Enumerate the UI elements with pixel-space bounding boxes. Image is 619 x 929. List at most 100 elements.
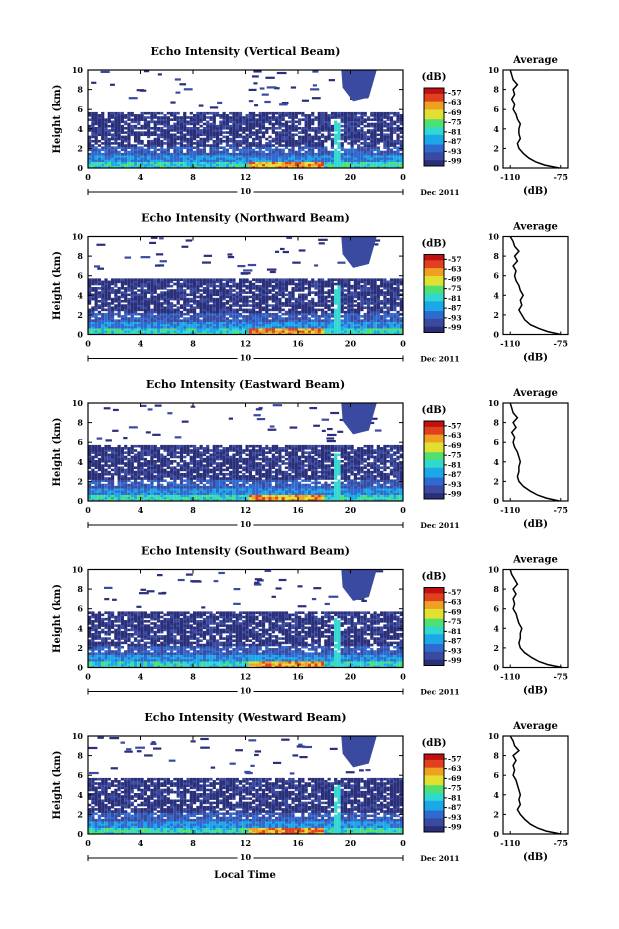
heatmap-cell bbox=[304, 498, 308, 502]
heatmap-cell bbox=[163, 293, 167, 297]
heatmap-cell bbox=[245, 159, 249, 162]
heatmap-cell bbox=[193, 295, 197, 299]
heatmap-cell bbox=[107, 146, 111, 149]
heatmap-cell bbox=[199, 321, 203, 325]
heatmap-cell bbox=[337, 135, 341, 139]
heatmap-cell bbox=[294, 496, 298, 500]
heatmap-cell bbox=[373, 287, 377, 290]
heatmap-cell bbox=[133, 116, 138, 119]
heatmap-cell bbox=[314, 142, 318, 145]
heatmap-cell bbox=[88, 282, 92, 286]
heatmap-cell bbox=[153, 291, 157, 294]
heatmap-cell bbox=[317, 327, 321, 331]
heatmap-cell bbox=[91, 321, 95, 325]
heatmap-cell bbox=[104, 287, 108, 290]
heatmap-cell bbox=[97, 332, 102, 335]
heatmap-cell bbox=[156, 163, 161, 167]
heatmap-cell bbox=[265, 291, 269, 294]
heatmap-cell bbox=[317, 129, 321, 132]
heatmap-cell bbox=[229, 146, 233, 149]
heatmap-cell bbox=[156, 278, 161, 281]
heatmap-cell bbox=[380, 291, 384, 294]
heatmap-cell bbox=[130, 332, 134, 335]
heatmap-cell bbox=[311, 494, 315, 498]
heatmap-cell bbox=[291, 148, 295, 152]
heatmap-cell bbox=[199, 139, 203, 143]
heatmap-cell bbox=[307, 312, 312, 316]
heatmap-cell bbox=[278, 293, 282, 297]
heatmap-cell bbox=[235, 114, 239, 117]
heatmap-cell bbox=[393, 498, 397, 502]
heatmap-cell bbox=[366, 124, 371, 128]
heatmap-cell bbox=[199, 150, 203, 154]
heatmap-cell bbox=[314, 317, 318, 320]
heatmap-cell bbox=[252, 122, 256, 126]
heatmap-cell bbox=[248, 129, 252, 132]
heatmap-cell bbox=[366, 315, 371, 318]
heatmap-cell bbox=[311, 319, 315, 322]
heatmap-cell bbox=[173, 137, 177, 141]
colorbar-segment bbox=[424, 101, 444, 105]
heatmap-cell bbox=[343, 319, 348, 322]
heatmap-cell bbox=[199, 306, 203, 310]
heatmap-cell bbox=[311, 129, 315, 132]
heatmap-cell bbox=[173, 327, 177, 331]
heatmap-cell bbox=[268, 142, 272, 145]
heatmap-cell bbox=[327, 280, 331, 284]
heatmap-cell bbox=[238, 295, 243, 299]
heatmap-cell bbox=[353, 310, 357, 314]
heatmap-cell bbox=[97, 278, 102, 281]
heatmap-cell bbox=[189, 280, 193, 284]
heatmap-cell bbox=[176, 161, 180, 165]
heatmap-cell bbox=[130, 289, 134, 292]
heatmap-cell bbox=[120, 306, 125, 310]
heatmap-cell bbox=[353, 118, 357, 121]
heatmap-cell bbox=[350, 163, 354, 167]
heatmap-cell bbox=[284, 131, 289, 134]
heatmap-cell bbox=[271, 304, 275, 307]
heatmap-cell bbox=[153, 142, 157, 145]
heatmap-cell bbox=[107, 302, 111, 305]
heatmap-cell bbox=[127, 146, 131, 149]
heatmap-cell bbox=[340, 325, 344, 329]
heatmap-cell bbox=[350, 319, 354, 322]
heatmap-cell bbox=[281, 118, 285, 121]
heatmap-cell bbox=[88, 496, 92, 500]
heatmap-cell bbox=[225, 131, 230, 134]
heatmap-cell bbox=[120, 120, 125, 124]
heatmap-cell bbox=[389, 135, 394, 139]
heatmap-cell bbox=[252, 496, 256, 500]
heatmap-cell bbox=[363, 163, 367, 167]
heatmap-cell bbox=[334, 129, 338, 132]
heatmap-cell bbox=[97, 280, 102, 284]
heatmap-cell bbox=[340, 146, 344, 149]
heatmap-cell bbox=[189, 332, 193, 335]
heatmap-cell bbox=[255, 295, 259, 299]
heatmap-cell bbox=[334, 319, 338, 322]
heatmap-cell bbox=[166, 116, 170, 119]
heatmap-cell bbox=[396, 498, 400, 502]
heatmap-cell bbox=[242, 116, 246, 119]
heatmap-cell bbox=[350, 310, 354, 314]
heatmap-cell bbox=[133, 327, 138, 331]
heatmap-cell bbox=[281, 282, 285, 286]
heatmap-cell bbox=[373, 304, 377, 307]
colorbar-segment bbox=[424, 125, 444, 128]
heatmap-cell bbox=[183, 312, 187, 316]
heatmap-cell bbox=[147, 304, 151, 307]
heatmap-cell bbox=[107, 323, 111, 327]
heatmap-cell bbox=[238, 280, 243, 284]
heatmap-cell bbox=[298, 330, 302, 333]
heatmap-cell bbox=[153, 278, 157, 281]
heatmap-cell bbox=[386, 308, 390, 312]
heatmap-cell bbox=[150, 496, 154, 500]
heatmap-cell bbox=[290, 86, 297, 89]
heatmap-cell bbox=[107, 312, 111, 316]
heatmap-cell bbox=[245, 323, 249, 327]
heatmap-cell bbox=[150, 142, 154, 145]
heatmap-cell bbox=[166, 129, 170, 132]
heatmap-cell bbox=[337, 165, 341, 169]
heatmap-cell bbox=[88, 114, 92, 117]
heatmap-cell bbox=[255, 496, 259, 500]
heatmap-cell bbox=[291, 312, 295, 316]
